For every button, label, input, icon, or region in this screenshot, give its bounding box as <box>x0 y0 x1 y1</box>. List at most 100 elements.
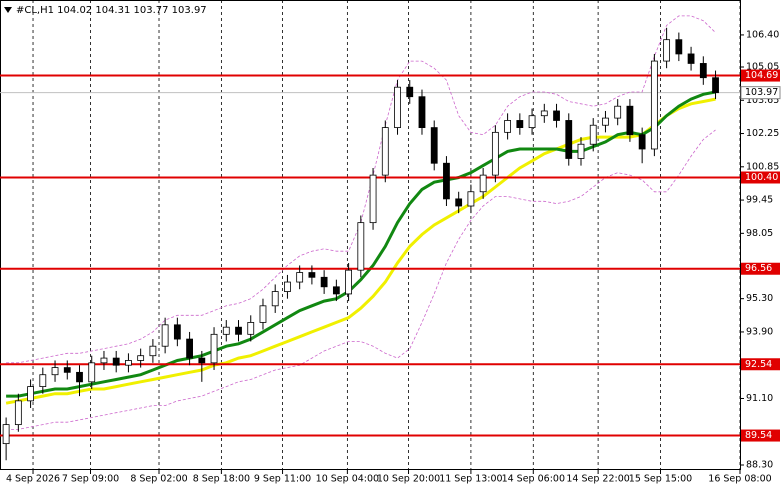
candle-body <box>137 355 145 361</box>
level-label: 89.54 <box>745 430 772 441</box>
candle-body <box>186 338 193 359</box>
x-tick-label: 9 Sep 11:00 <box>254 474 311 485</box>
plot-frame <box>0 0 741 470</box>
y-tick-label: 91.10 <box>746 393 773 404</box>
candle-body <box>125 360 132 366</box>
y-tick-label: 95.30 <box>746 293 773 304</box>
candle-body <box>369 174 377 224</box>
candle-body <box>455 198 463 207</box>
candle-body <box>320 276 328 288</box>
candle-body <box>663 39 671 62</box>
candle-body <box>516 120 524 128</box>
candle-body <box>712 77 719 94</box>
candle-body <box>88 362 96 383</box>
candle-body <box>149 345 157 357</box>
candle-body <box>589 124 597 145</box>
candle-body <box>271 291 279 307</box>
x-tick-label: 14 Sep 22:00 <box>566 474 629 485</box>
level-tag <box>741 262 780 275</box>
level-tag <box>741 429 780 442</box>
candle-body <box>39 374 47 387</box>
level-label: 96.56 <box>745 263 772 274</box>
candle-body <box>308 272 316 278</box>
candle-body <box>650 60 658 150</box>
x-tick-label: 11 Sep 13:00 <box>439 474 502 485</box>
candle-body <box>235 326 242 335</box>
candle-body <box>638 134 646 150</box>
level-label: 100.40 <box>745 172 778 183</box>
menu-arrow[interactable] <box>4 7 12 13</box>
x-tick-label: 16 Sep 08:00 <box>708 474 771 485</box>
candle-body <box>51 367 59 376</box>
candle-body <box>345 269 352 295</box>
candle-body <box>443 162 450 200</box>
candle-body <box>332 286 340 295</box>
candle-body <box>565 120 573 159</box>
candle-body <box>626 105 634 136</box>
level-label: 104.69 <box>745 70 778 81</box>
last-price-label: 103.97 <box>745 87 778 98</box>
candle-body <box>577 143 585 159</box>
candle-body <box>247 322 255 335</box>
candle-body <box>284 281 291 292</box>
candle-body <box>296 272 304 283</box>
level-tag <box>741 358 780 371</box>
candle-body <box>112 357 120 366</box>
candle-body <box>381 127 389 176</box>
y-tick-label: 88.30 <box>746 460 773 471</box>
candle-body <box>76 371 83 383</box>
candle-body <box>687 53 695 64</box>
y-tick-label: 102.25 <box>746 128 779 139</box>
last-price-tag <box>740 86 781 100</box>
y-tick-label: 105.05 <box>746 62 779 73</box>
x-tick-label: 15 Sep 15:00 <box>629 474 692 485</box>
y-tick-label: 93.90 <box>746 326 773 337</box>
level-tag <box>741 69 780 82</box>
candle-body <box>418 96 426 128</box>
x-tick-label: 10 Sep 04:00 <box>316 474 379 485</box>
candle-body <box>602 117 609 126</box>
level-tag <box>741 171 780 184</box>
plot-layer <box>0 0 741 470</box>
candle-body <box>528 115 536 128</box>
candle-body <box>27 386 34 402</box>
candle-body <box>210 333 218 364</box>
y-tick-label: 98.05 <box>746 228 773 239</box>
candle-body <box>553 110 560 121</box>
candle-body <box>259 305 267 323</box>
candle-body <box>100 357 108 364</box>
y-tick-label: 103.65 <box>746 95 779 106</box>
x-tick-label: 10 Sep 20:00 <box>377 474 440 485</box>
candle-body <box>699 63 707 79</box>
x-tick-label: 8 Sep 02:00 <box>130 474 187 485</box>
y-tick-label: 99.45 <box>746 195 773 206</box>
candle-body <box>198 357 206 364</box>
candle-body <box>14 400 22 426</box>
candle-body <box>540 110 548 117</box>
candle-body <box>406 86 414 98</box>
candle-body <box>675 39 683 55</box>
x-tick-label: 7 Sep 09:00 <box>62 474 119 485</box>
candle-body <box>491 131 499 176</box>
candle-body <box>394 86 401 128</box>
candle-body <box>222 326 230 335</box>
candle-body <box>173 324 181 340</box>
candle-body <box>430 127 438 164</box>
candle-body <box>161 324 169 347</box>
indicator-line <box>6 15 716 364</box>
candle-body <box>357 222 365 271</box>
indicator-line <box>6 90 716 398</box>
x-tick-label: 14 Sep 06:00 <box>502 474 565 485</box>
candle-body <box>504 120 512 133</box>
indicator-line <box>5 97 716 405</box>
candle-body <box>467 191 475 207</box>
candle-body <box>63 367 71 373</box>
level-label: 92.54 <box>745 359 772 370</box>
x-tick-label: 8 Sep 18:00 <box>193 474 250 485</box>
y-tick-label: 100.85 <box>746 161 779 172</box>
y-tick-label: 106.40 <box>746 29 779 40</box>
candle-body <box>2 424 10 445</box>
chart-title: #CL,H1 104.02 104.31 103.77 103.97 <box>16 5 207 16</box>
candle-body <box>614 105 622 119</box>
